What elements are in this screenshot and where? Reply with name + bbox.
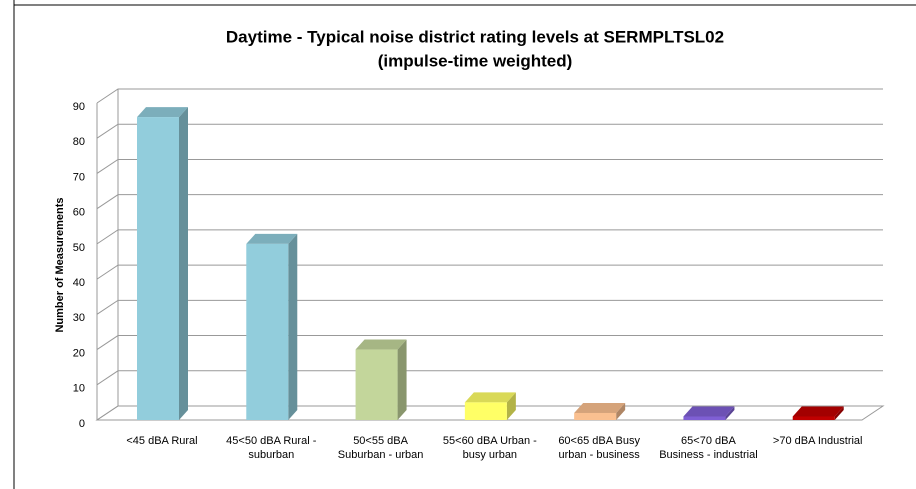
y-tick-label: 10 — [73, 383, 85, 395]
bar-front — [137, 117, 179, 420]
grid-line — [96, 88, 883, 104]
bar — [683, 406, 735, 420]
x-tick-label: <45 dBA Rural — [126, 435, 198, 447]
bar-side — [397, 339, 407, 420]
grid-line — [96, 123, 883, 139]
x-tick-label: 65<70 dBA Business - industrial — [659, 435, 758, 461]
grid-line — [96, 229, 883, 245]
y-axis-label: Number of Measurements — [54, 197, 66, 332]
bar-side — [506, 392, 516, 420]
x-tick-label: 60<65 dBA Busy urban - business — [558, 435, 640, 461]
chart-title: Daytime - Typical noise district rating … — [226, 27, 724, 46]
bar-side — [834, 406, 844, 420]
bar-front — [464, 402, 507, 420]
bar-front — [355, 349, 398, 420]
bar-side — [288, 233, 298, 420]
bar — [792, 406, 844, 420]
bar — [355, 339, 407, 420]
y-tick-label: 0 — [79, 418, 85, 430]
bar-front — [246, 243, 289, 420]
bar-top — [137, 107, 188, 118]
y-tick-label: 40 — [73, 277, 85, 289]
bar-top — [464, 392, 516, 403]
grid-line — [96, 335, 883, 350]
y-tick-label: 80 — [73, 136, 85, 148]
x-tick-label: 55<60 dBA Urban - busy urban — [442, 435, 537, 461]
bar — [246, 233, 298, 420]
chart-subtitle: (impulse-time weighted) — [378, 51, 573, 70]
bar-side — [616, 402, 626, 420]
y-tick-label: 50 — [73, 242, 85, 254]
bar-front — [574, 412, 617, 420]
bar-front — [792, 416, 835, 420]
x-tick-label: 50<55 dBA Suburban - urban — [337, 435, 424, 461]
bar-top — [683, 406, 735, 417]
grid-line — [96, 264, 883, 280]
y-tick-label: 30 — [73, 312, 85, 324]
y-tick-label: 90 — [73, 101, 85, 113]
grid-line — [96, 194, 883, 210]
bar-top — [574, 402, 626, 413]
x-tick-label: >70 dBA Industrial — [772, 435, 863, 447]
bar-side — [179, 107, 188, 420]
bar — [464, 392, 516, 420]
y-tick-label: 60 — [73, 207, 85, 219]
grid-line — [96, 158, 883, 174]
bar — [137, 107, 188, 420]
grid-line — [96, 299, 883, 315]
y-tick-label: 70 — [73, 171, 85, 183]
bar-front — [683, 416, 726, 420]
x-tick-label: 45<50 dBA Rural - suburban — [226, 435, 317, 461]
grid-line — [96, 370, 883, 386]
bar-top — [246, 233, 298, 244]
bar — [574, 402, 626, 420]
grid-line — [96, 405, 883, 421]
bar-top — [792, 406, 844, 417]
bar-top — [355, 339, 407, 350]
y-tick-label: 20 — [73, 347, 85, 359]
bar-side — [725, 406, 735, 420]
